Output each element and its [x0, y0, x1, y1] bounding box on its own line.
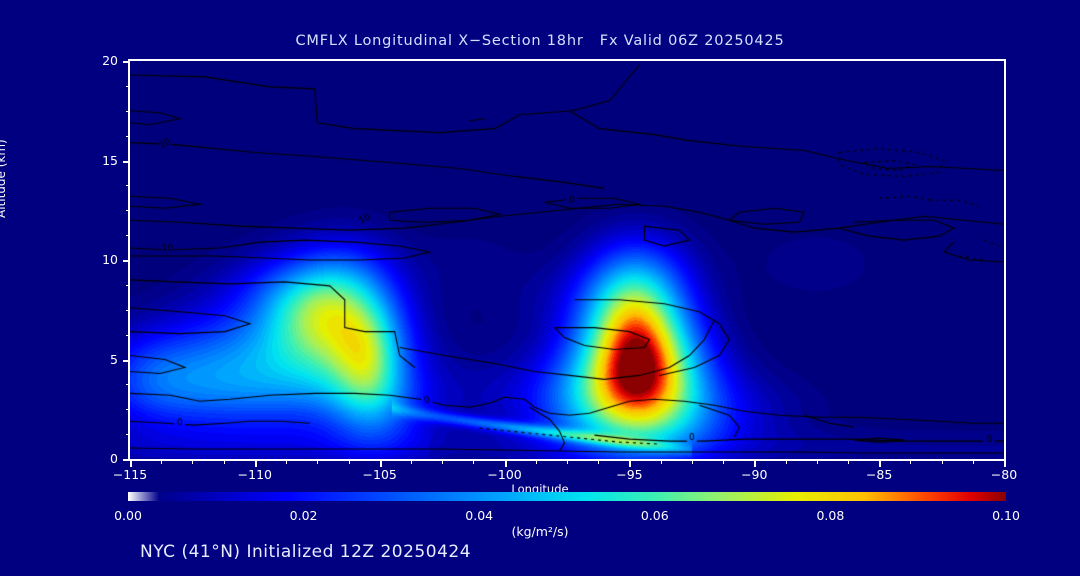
- x-axis-tick-label: −110: [237, 467, 273, 482]
- y-axis-minor-tick: [126, 409, 130, 410]
- y-axis-minor-tick: [126, 310, 130, 311]
- x-axis-minor-tick: [286, 459, 287, 464]
- y-axis-minor-tick: [126, 335, 130, 336]
- y-axis-tick-label: 10: [102, 252, 118, 267]
- y-axis-minor-tick: [126, 434, 130, 435]
- colorbar-tick-label: 0.06: [640, 508, 669, 523]
- isotach-contour-canvas: [130, 61, 1004, 459]
- colorbar-units-label: (kg/m²/s): [511, 524, 569, 539]
- colorbar-tick-label: 0.02: [289, 508, 318, 523]
- y-axis-major-tick: [123, 161, 130, 163]
- y-axis-minor-tick: [126, 210, 130, 211]
- x-axis-minor-tick: [973, 459, 974, 464]
- y-axis-minor-tick: [126, 384, 130, 385]
- y-axis-major-tick: [123, 360, 130, 362]
- y-axis-tick-label: 0: [110, 451, 118, 466]
- x-axis-minor-tick: [192, 459, 193, 464]
- y-axis-major-tick: [123, 61, 130, 63]
- x-axis-minor-tick: [817, 459, 818, 464]
- x-axis-minor-tick: [317, 459, 318, 464]
- x-axis-tick-label: −115: [112, 467, 148, 482]
- x-axis-minor-tick: [661, 459, 662, 464]
- y-axis-minor-tick: [126, 86, 130, 87]
- x-axis-minor-tick: [536, 459, 537, 464]
- x-axis-minor-tick: [349, 459, 350, 464]
- x-axis-minor-tick: [598, 459, 599, 464]
- colorbar-tick-label: 0.04: [465, 508, 494, 523]
- y-axis-minor-tick: [126, 136, 130, 137]
- x-axis-minor-tick: [942, 459, 943, 464]
- x-axis-tick-label: −80: [990, 467, 1018, 482]
- y-axis-minor-tick: [126, 185, 130, 186]
- x-axis-major-tick: [629, 459, 631, 467]
- page-title: CMFLX Longitudinal X−Section 18hr Fx Val…: [295, 33, 785, 49]
- plot-area: [128, 59, 1006, 461]
- y-axis-label: Altitude (km): [0, 139, 8, 218]
- y-axis-major-tick: [123, 459, 130, 461]
- x-axis-tick-label: −100: [487, 467, 522, 482]
- y-axis-tick-label: 20: [102, 53, 118, 68]
- x-axis-tick-label: −85: [865, 467, 893, 482]
- y-axis-tick-label: 15: [102, 152, 118, 168]
- colorbar-gradient: [128, 492, 1006, 501]
- x-axis-major-tick: [754, 459, 756, 467]
- x-axis-major-tick: [1004, 459, 1006, 467]
- y-axis-minor-tick: [126, 111, 130, 112]
- colorbar-tick-label: 0.00: [114, 508, 142, 523]
- x-axis-minor-tick: [723, 459, 724, 464]
- x-axis-minor-tick: [224, 459, 225, 464]
- x-axis-major-tick: [130, 459, 132, 467]
- y-axis-minor-tick: [126, 285, 130, 286]
- y-axis-minor-tick: [126, 235, 130, 236]
- colorbar-tick-label: 0.08: [816, 508, 845, 523]
- x-axis-major-tick: [505, 459, 507, 467]
- y-axis-tick-label: 5: [110, 351, 118, 367]
- x-axis-minor-tick: [442, 459, 443, 464]
- x-axis-tick-label: −95: [616, 467, 643, 482]
- colorbar: [128, 492, 1006, 501]
- x-axis-major-tick: [380, 459, 382, 467]
- x-axis-minor-tick: [567, 459, 568, 464]
- x-axis-minor-tick: [848, 459, 849, 464]
- x-axis-minor-tick: [786, 459, 787, 464]
- y-axis-major-tick: [123, 260, 130, 262]
- x-axis-tick-label: −105: [362, 467, 397, 482]
- x-axis-minor-tick: [161, 459, 162, 464]
- x-axis-minor-tick: [692, 459, 693, 464]
- colorbar-tick-label: 0.10: [992, 508, 1020, 523]
- x-axis-minor-tick: [473, 459, 474, 464]
- x-axis-minor-tick: [910, 459, 911, 464]
- footer-note: NYC (41°N) Initialized 12Z 20250424: [140, 542, 472, 562]
- x-axis-minor-tick: [411, 459, 412, 464]
- x-axis-major-tick: [255, 459, 257, 467]
- x-axis-tick-label: −90: [741, 467, 768, 482]
- x-axis-major-tick: [879, 459, 881, 467]
